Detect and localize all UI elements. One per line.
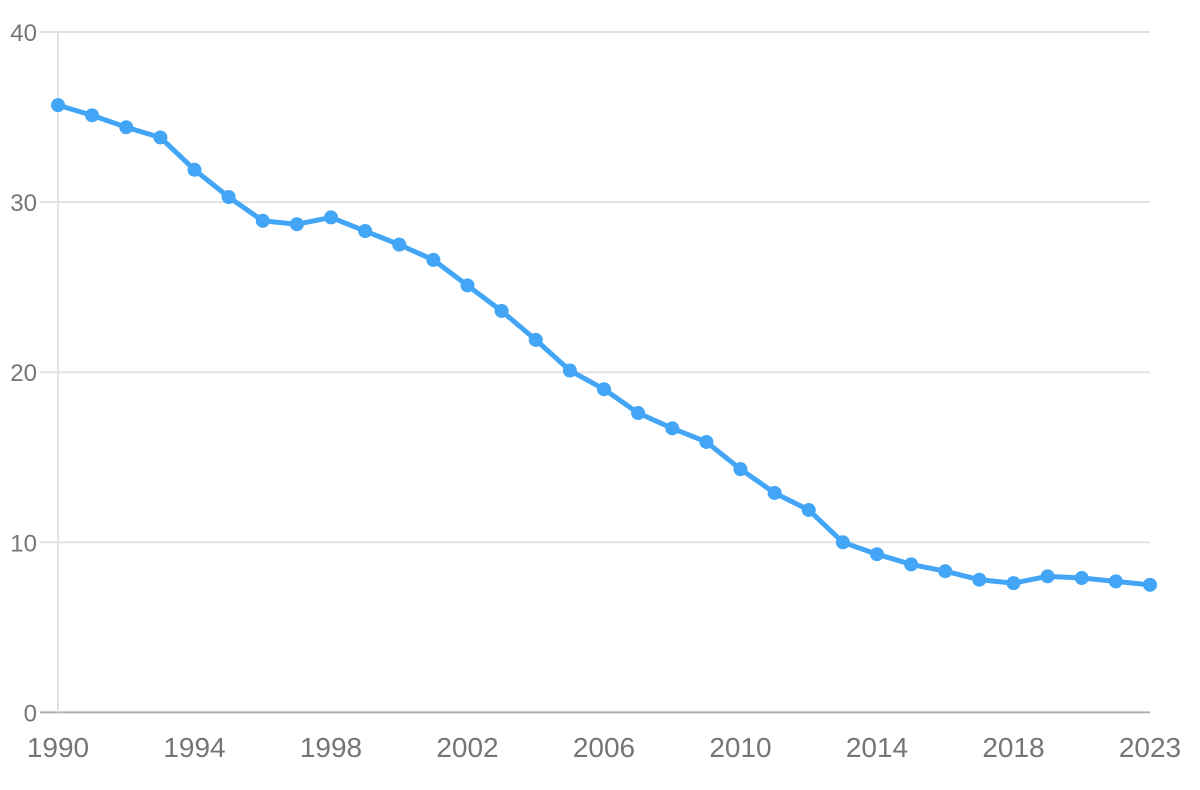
data-point-marker[interactable]	[938, 564, 953, 579]
data-point-marker[interactable]	[289, 217, 304, 232]
data-point-marker[interactable]	[153, 130, 168, 145]
y-axis-tick-label: 10	[10, 530, 37, 557]
data-point-marker[interactable]	[494, 303, 509, 318]
y-axis-tick-label: 40	[10, 20, 37, 47]
data-point-marker[interactable]	[733, 462, 748, 477]
data-point-marker[interactable]	[699, 434, 714, 449]
y-axis-tick-label: 0	[24, 700, 37, 727]
data-point-marker[interactable]	[972, 572, 987, 587]
data-point-marker[interactable]	[1108, 574, 1123, 589]
x-axis-tick-label: 2014	[846, 732, 908, 763]
data-point-marker[interactable]	[221, 189, 236, 204]
data-point-marker[interactable]	[870, 547, 884, 562]
data-point-marker[interactable]	[767, 485, 782, 500]
data-point-marker[interactable]	[1074, 571, 1089, 586]
x-axis-tick-label: 1998	[300, 732, 362, 763]
x-axis-tick-label: 2010	[709, 732, 771, 763]
x-axis-tick-label: 2023	[1119, 732, 1181, 763]
data-point-marker[interactable]	[1040, 569, 1055, 584]
data-point-marker[interactable]	[665, 421, 680, 436]
data-point-marker[interactable]	[562, 363, 577, 378]
data-point-marker[interactable]	[597, 382, 611, 397]
y-axis-tick-label: 30	[10, 190, 37, 217]
data-point-marker[interactable]	[904, 557, 919, 572]
data-point-marker[interactable]	[426, 252, 441, 267]
x-axis-tick-label: 2002	[436, 732, 498, 763]
x-axis-tick-label: 1990	[27, 732, 89, 763]
data-point-marker[interactable]	[255, 213, 270, 228]
data-point-marker[interactable]	[85, 108, 100, 123]
data-point-marker[interactable]	[51, 98, 65, 113]
x-axis-tick-label: 1994	[163, 732, 225, 763]
data-point-marker[interactable]	[119, 120, 134, 135]
data-point-marker[interactable]	[460, 278, 475, 293]
data-point-marker[interactable]	[358, 224, 373, 239]
x-axis-tick-label: 2018	[982, 732, 1044, 763]
x-axis-tick-label: 2006	[573, 732, 635, 763]
data-point-marker[interactable]	[324, 210, 338, 225]
data-point-marker[interactable]	[801, 502, 816, 517]
data-point-marker[interactable]	[1143, 577, 1157, 592]
data-point-marker[interactable]	[631, 406, 646, 421]
data-point-marker[interactable]	[1006, 576, 1021, 591]
y-axis-tick-label: 20	[10, 360, 37, 387]
data-point-marker[interactable]	[528, 332, 543, 347]
data-point-marker[interactable]	[835, 535, 850, 550]
data-point-marker[interactable]	[392, 237, 407, 252]
data-point-marker[interactable]	[187, 162, 202, 177]
